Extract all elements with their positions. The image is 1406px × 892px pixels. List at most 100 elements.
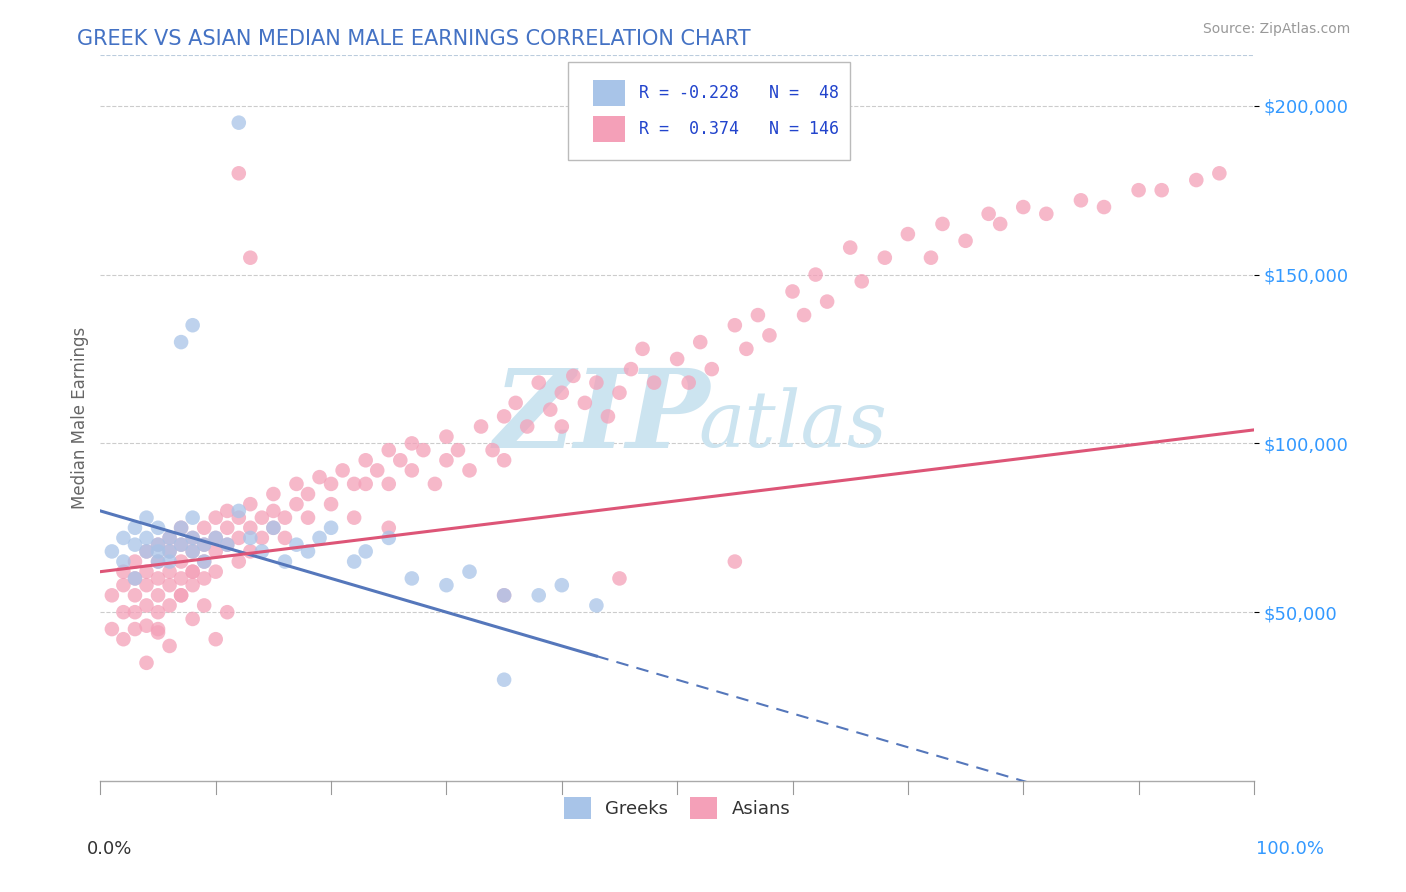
Point [1150,183,1173,197]
Point [343,510,366,524]
Point [423,476,446,491]
Point [170,588,193,602]
Point [181,565,204,579]
Point [228,531,250,545]
Point [135,544,157,558]
Point [204,531,226,545]
Point [527,588,550,602]
Point [217,538,239,552]
Point [354,544,377,558]
Point [193,555,215,569]
Point [436,430,458,444]
Point [366,463,388,477]
Point [551,419,574,434]
Point [181,318,204,333]
Point [112,531,135,545]
Point [204,632,226,647]
Point [666,351,689,366]
Point [494,673,516,687]
Point [170,538,193,552]
Point [228,166,250,180]
FancyBboxPatch shape [568,62,851,161]
Point [193,521,215,535]
Point [217,504,239,518]
Point [436,453,458,467]
Point [146,622,169,636]
Point [574,396,596,410]
Point [596,409,619,424]
Point [377,531,399,545]
FancyBboxPatch shape [593,116,626,142]
Point [170,588,193,602]
Point [319,497,342,511]
Point [170,521,193,535]
Point [609,571,631,585]
Point [977,207,1000,221]
Point [538,402,561,417]
Point [239,531,262,545]
Point [124,538,146,552]
Point [217,538,239,552]
Point [204,531,226,545]
Legend: Greeks, Asians: Greeks, Asians [557,790,797,826]
Point [332,463,354,477]
Point [494,588,516,602]
Point [458,463,481,477]
Point [159,544,181,558]
Point [124,521,146,535]
Point [228,116,250,130]
Point [262,521,284,535]
Point [181,510,204,524]
Point [217,605,239,619]
Point [181,531,204,545]
Point [124,588,146,602]
Point [631,342,654,356]
Point [1128,183,1150,197]
Point [170,521,193,535]
Point [689,335,711,350]
Point [377,476,399,491]
Point [112,578,135,592]
Point [112,632,135,647]
Point [308,470,330,484]
Point [146,605,169,619]
Point [101,622,124,636]
Point [112,605,135,619]
Point [354,476,377,491]
Point [516,419,538,434]
Point [228,555,250,569]
Point [135,656,157,670]
Point [239,544,262,558]
Point [250,531,273,545]
Point [181,544,204,558]
Point [458,565,481,579]
Point [931,217,953,231]
Point [354,453,377,467]
Point [124,622,146,636]
Point [505,396,527,410]
Point [285,497,308,511]
Point [343,555,366,569]
Text: Source: ZipAtlas.com: Source: ZipAtlas.com [1202,22,1350,37]
Point [250,544,273,558]
Point [181,544,204,558]
Point [262,504,284,518]
Point [159,555,181,569]
Point [239,521,262,535]
Point [193,555,215,569]
Point [308,531,330,545]
Point [401,436,423,450]
Point [389,453,412,467]
Point [239,497,262,511]
Text: atlas: atlas [699,387,887,464]
Point [135,531,157,545]
Point [135,599,157,613]
Point [159,531,181,545]
Point [297,544,319,558]
Point [112,565,135,579]
Point [747,308,769,322]
Point [146,625,169,640]
Point [135,544,157,558]
Point [146,555,169,569]
Point [181,531,204,545]
